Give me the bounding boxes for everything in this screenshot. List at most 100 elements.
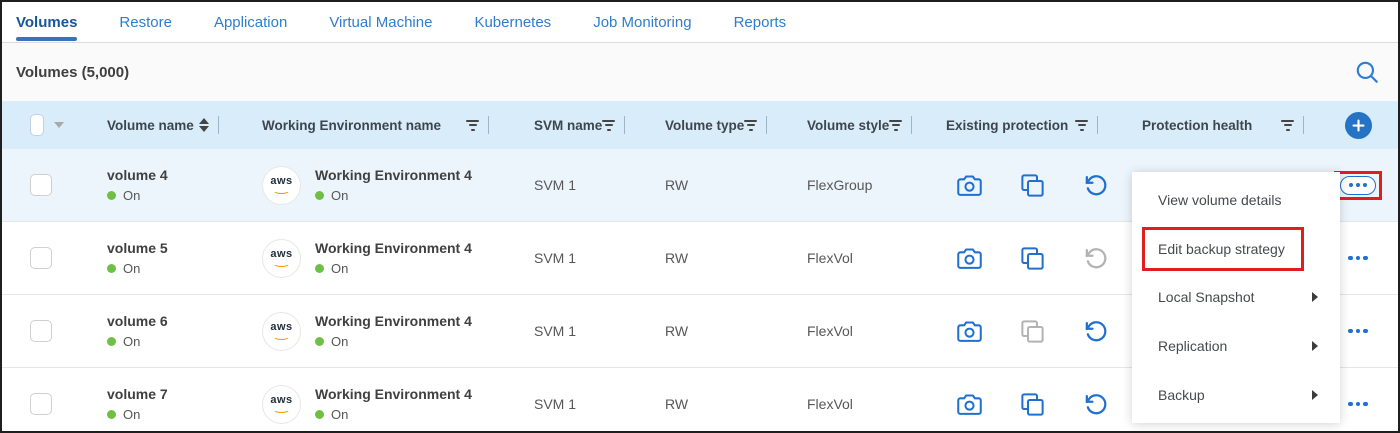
snapshot-camera-icon[interactable] (956, 318, 983, 345)
volume-style: FlexGroup (807, 177, 873, 193)
replication-copy-icon[interactable] (1019, 172, 1046, 199)
status-on-icon (315, 337, 324, 346)
tab-application[interactable]: Application (213, 13, 288, 31)
page-title: Volumes (5,000) (16, 63, 130, 81)
header-protection-health[interactable]: Protection health (1112, 101, 1318, 149)
working-environment-name[interactable]: Working Environment 4 (315, 386, 472, 402)
row-checkbox[interactable] (30, 174, 52, 196)
working-environment-name[interactable]: Working Environment 4 (315, 240, 472, 256)
snapshot-camera-icon[interactable] (956, 391, 983, 418)
column-divider (911, 116, 913, 134)
volume-style: FlexVol (807, 250, 853, 266)
volume-name[interactable]: volume 4 (107, 167, 168, 183)
tab-virtual-machine[interactable]: Virtual Machine (329, 13, 433, 31)
menu-item-view-volume-details[interactable]: View volume details (1158, 191, 1282, 208)
status-on-icon (107, 264, 116, 273)
volume-style: FlexVol (807, 323, 853, 339)
filter-icon[interactable] (1075, 119, 1088, 131)
menu-item-edit-backup-strategy[interactable]: Edit backup strategy (1132, 226, 1340, 272)
working-environment-name[interactable]: Working Environment 4 (315, 167, 472, 183)
replication-copy-icon[interactable] (1019, 245, 1046, 272)
filter-icon[interactable] (602, 119, 616, 131)
svm-name: SVM 1 (534, 323, 577, 339)
snapshot-camera-icon[interactable] (956, 245, 983, 272)
row-checkbox[interactable] (30, 320, 52, 342)
menu-item-local-snapshot[interactable]: Local Snapshot (1132, 274, 1340, 320)
volume-status: On (123, 407, 141, 422)
status-on-icon (107, 410, 116, 419)
header-volume-name[interactable]: Volume name (78, 101, 233, 149)
sort-icon[interactable] (199, 118, 209, 132)
volume-name[interactable]: volume 7 (107, 386, 168, 402)
header-existing-protection[interactable]: Existing protection (916, 101, 1112, 149)
volume-status: On (123, 188, 141, 203)
svm-name: SVM 1 (534, 250, 577, 266)
tab-volumes[interactable]: Volumes (16, 2, 78, 43)
volume-name[interactable]: volume 5 (107, 240, 168, 256)
backup-restore-icon[interactable] (1082, 172, 1109, 199)
volume-name[interactable]: volume 6 (107, 313, 168, 329)
header-select-all (2, 101, 78, 149)
volume-style: FlexVol (807, 396, 853, 412)
status-on-icon (107, 191, 116, 200)
snapshot-camera-icon[interactable] (956, 172, 983, 199)
status-on-icon (315, 410, 324, 419)
working-environment-name[interactable]: Working Environment 4 (315, 313, 472, 329)
aws-provider-icon: aws (262, 238, 301, 278)
aws-provider-icon: aws (262, 311, 301, 351)
status-on-icon (315, 191, 324, 200)
menu-item-replication[interactable]: Replication (1132, 323, 1340, 369)
backup-restore-icon[interactable] (1082, 318, 1109, 345)
row-context-menu: View volume details Edit backup strategy… (1132, 172, 1340, 423)
volume-status: On (123, 334, 141, 349)
header-volume-type[interactable]: Volume type (635, 101, 776, 149)
highlight-box-kebab (1334, 170, 1382, 200)
filter-icon[interactable] (889, 119, 903, 131)
header-svm-name[interactable]: SVM name (503, 101, 635, 149)
svm-name: SVM 1 (534, 177, 577, 193)
filter-icon[interactable] (744, 119, 758, 131)
header-volume-style[interactable]: Volume style (776, 101, 916, 149)
volume-type: RW (665, 177, 689, 193)
submenu-chevron-right-icon (1312, 390, 1318, 401)
menu-item-backup[interactable]: Backup (1132, 372, 1340, 418)
column-divider (488, 116, 489, 134)
volumes-toolbar: Volumes (5,000) (2, 43, 1398, 101)
we-status: On (331, 261, 349, 276)
chevron-down-icon[interactable] (54, 122, 64, 128)
filter-icon[interactable] (1281, 119, 1294, 131)
we-status: On (331, 188, 349, 203)
tab-reports[interactable]: Reports (733, 13, 787, 31)
submenu-chevron-right-icon (1312, 341, 1318, 352)
volume-type: RW (665, 250, 689, 266)
row-checkbox[interactable] (30, 393, 52, 415)
tab-kubernetes[interactable]: Kubernetes (474, 13, 552, 31)
header-working-environment-name[interactable]: Working Environment name (233, 101, 503, 149)
svm-name: SVM 1 (534, 396, 577, 412)
search-icon[interactable] (1354, 59, 1380, 85)
we-status: On (331, 334, 349, 349)
row-actions-kebab-icon[interactable] (1340, 175, 1376, 195)
add-column-plus-icon[interactable] (1344, 111, 1372, 139)
status-on-icon (315, 264, 324, 273)
replication-copy-icon[interactable] (1019, 391, 1046, 418)
aws-provider-icon: aws (262, 384, 301, 424)
column-divider (218, 116, 219, 134)
replication-copy-icon[interactable] (1019, 318, 1046, 345)
row-actions-kebab-icon[interactable] (1348, 401, 1368, 407)
volume-type: RW (665, 396, 689, 412)
header-add-column (1318, 101, 1398, 149)
backup-restore-icon[interactable] (1082, 391, 1109, 418)
filter-icon[interactable] (466, 119, 479, 131)
row-actions-kebab-icon[interactable] (1348, 328, 1368, 334)
row-checkbox[interactable] (30, 247, 52, 269)
tab-restore[interactable]: Restore (119, 13, 172, 31)
select-all-checkbox[interactable] (30, 114, 44, 136)
table-header-row: Volume name Working Environment name SVM… (2, 101, 1398, 149)
tab-job-monitoring[interactable]: Job Monitoring (593, 13, 692, 31)
backup-restore-icon[interactable] (1082, 245, 1109, 272)
submenu-chevron-right-icon (1312, 292, 1318, 303)
row-actions-kebab-icon[interactable] (1348, 255, 1368, 261)
aws-provider-icon: aws (262, 165, 301, 205)
